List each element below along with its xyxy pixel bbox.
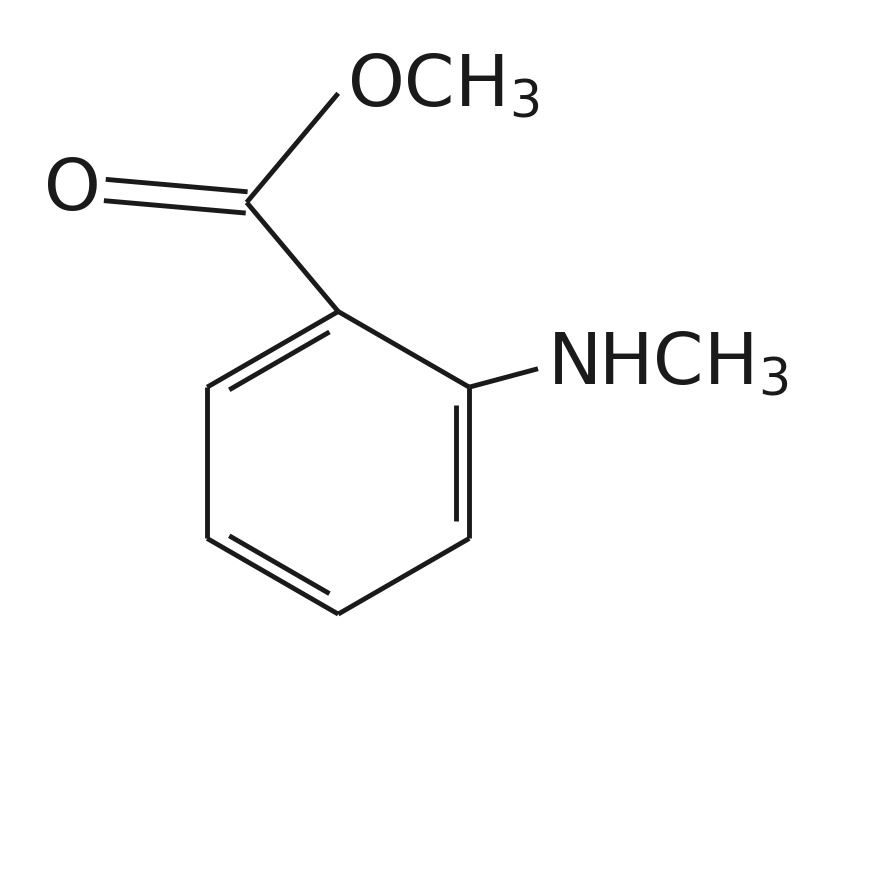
Text: O: O [44, 156, 101, 224]
Text: NHCH$_3$: NHCH$_3$ [546, 330, 789, 399]
Text: OCH$_3$: OCH$_3$ [347, 52, 539, 121]
